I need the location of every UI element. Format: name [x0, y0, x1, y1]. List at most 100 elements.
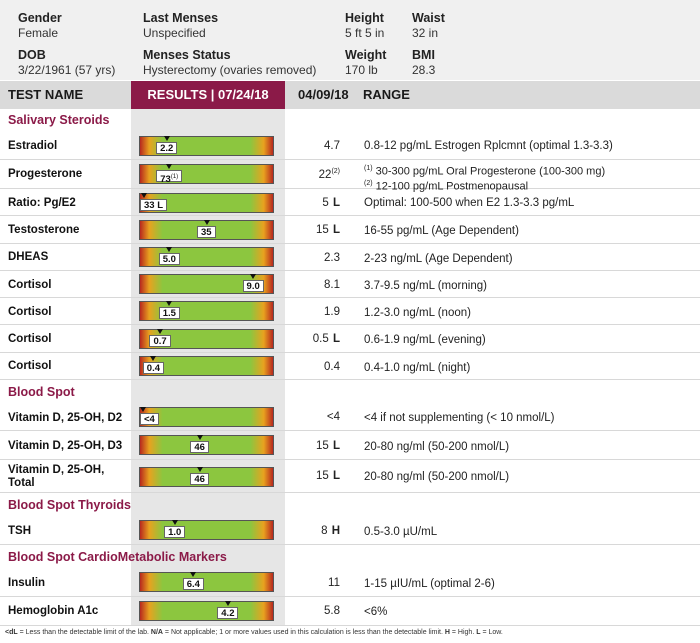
- section-title: Salivary Steroids: [8, 113, 110, 127]
- previous-value: 8 H: [321, 525, 340, 537]
- section-blood-spot-thyroids: Blood Spot Thyroids: [0, 493, 700, 516]
- waist-value: 32 in: [412, 26, 439, 40]
- table-row: Progesterone 73(1) 22(2) (1) 30-300 pg/m…: [0, 160, 700, 193]
- previous-value: 15 L: [315, 470, 340, 482]
- test-name: Estradiol: [8, 140, 58, 152]
- result-value: 4.2: [217, 607, 239, 619]
- gauge-marker: [224, 601, 231, 606]
- reference-range: (1) 30-300 pg/mL Oral Progesterone (100-…: [364, 165, 606, 193]
- result-value: 6.4: [182, 578, 204, 590]
- last-menses-field: Last Menses Unspecified: [143, 11, 218, 40]
- reference-range: 0.8-12 pg/mL Estrogen Rplcmnt (optimal 1…: [364, 140, 613, 152]
- footnote-legend: <dL = Less than the detectable limit of …: [5, 629, 503, 636]
- test-name: Vitamin D, 25-OH, D3: [8, 440, 123, 452]
- previous-date-header: 04/09/18: [298, 87, 349, 102]
- gender-label: Gender: [18, 11, 62, 25]
- test-name: Testosterone: [8, 224, 80, 236]
- bmi-field: BMI 28.3: [412, 48, 435, 77]
- gauge-marker: [196, 435, 203, 440]
- section-blood-spot: Blood Spot: [0, 380, 700, 403]
- test-name: Cortisol: [8, 279, 52, 291]
- previous-value: 0.5 L: [312, 333, 340, 345]
- result-gauge: 46: [139, 467, 274, 487]
- previous-value: 15 L: [315, 440, 340, 452]
- result-gauge: 4.2: [139, 601, 274, 621]
- reference-range: 1.2-3.0 ng/mL (noon): [364, 307, 471, 319]
- gauge-marker: [196, 467, 203, 472]
- reference-range: 0.5-3.0 µU/mL: [364, 526, 438, 538]
- result-gauge: 1.0: [139, 520, 274, 540]
- section-title: Blood Spot CardioMetabolic Markers: [8, 550, 227, 564]
- range-header: RANGE: [363, 87, 410, 102]
- height-value: 5 ft 5 in: [345, 26, 385, 40]
- gauge-marker: [150, 356, 157, 361]
- previous-value: 22(2): [318, 168, 340, 181]
- result-gauge: 33 L: [139, 193, 274, 213]
- result-gauge: 0.4: [139, 356, 274, 376]
- result-value: 1.0: [164, 526, 186, 538]
- result-value: 35: [197, 226, 216, 238]
- result-gauge: 6.4: [139, 572, 274, 592]
- table-row: TSH 1.0 8 H 0.5-3.0 µU/mL: [0, 516, 700, 545]
- reference-range: 2-23 ng/mL (Age Dependent): [364, 253, 513, 265]
- result-value: 5.0: [158, 253, 180, 265]
- table-row: Estradiol 2.2 4.7 0.8-12 pg/mL Estrogen …: [0, 132, 700, 160]
- test-name: Insulin: [8, 577, 46, 589]
- height-field: Height 5 ft 5 in: [345, 11, 384, 40]
- menses-status-field: Menses Status Hysterectomy (ovaries remo…: [143, 48, 316, 77]
- reference-range: 20-80 ng/ml (50-200 nmol/L): [364, 441, 510, 453]
- test-name: Hemoglobin A1c: [8, 605, 99, 617]
- result-gauge: 73(1): [139, 164, 274, 185]
- test-name: Progesterone: [8, 168, 83, 180]
- table-row: Vitamin D, 25-OH, Total 46 15 L 20-80 ng…: [0, 460, 700, 493]
- result-value: 33 L: [140, 199, 168, 211]
- previous-value: 5 L: [322, 197, 340, 209]
- gauge-marker: [166, 247, 173, 252]
- result-gauge: 35: [139, 220, 274, 240]
- results-table-header: TEST NAME RESULTS | 07/24/18 04/09/18 RA…: [0, 81, 700, 109]
- previous-value: 4.7: [324, 140, 340, 152]
- dob-value: 3/22/1961 (57 yrs): [18, 63, 116, 77]
- menses-status-value: Hysterectomy (ovaries removed): [143, 63, 317, 77]
- test-name: Cortisol: [8, 306, 52, 318]
- waist-label: Waist: [412, 11, 445, 25]
- weight-field: Weight 170 lb: [345, 48, 386, 77]
- table-row: Testosterone 35 15 L 16-55 pg/mL (Age De…: [0, 216, 700, 244]
- test-name: Cortisol: [8, 333, 52, 345]
- height-label: Height: [345, 11, 384, 25]
- menses-status-label: Menses Status: [143, 48, 231, 62]
- gauge-marker: [166, 301, 173, 306]
- reference-range: 0.6-1.9 ng/mL (evening): [364, 334, 486, 346]
- patient-info-panel: Gender Female DOB 3/22/1961 (57 yrs) Las…: [0, 0, 700, 80]
- table-row: Vitamin D, 25-OH, D2 <4 <4 <4 if not sup…: [0, 403, 700, 431]
- reference-range: Optimal: 100-500 when E2 1.3-3.3 pg/mL: [364, 197, 575, 209]
- reference-range: <4 if not supplementing (< 10 nmol/L): [364, 412, 555, 424]
- last-menses-value: Unspecified: [143, 26, 206, 40]
- result-gauge: 46: [139, 435, 274, 455]
- previous-value: 15 L: [315, 224, 340, 236]
- previous-value: 11: [328, 577, 340, 589]
- test-name: DHEAS: [8, 251, 49, 263]
- gauge-marker: [156, 329, 163, 334]
- result-value: 73(1): [156, 170, 183, 185]
- gauge-marker: [163, 136, 170, 141]
- result-value: <4: [140, 413, 159, 425]
- table-row: Hemoglobin A1c 4.2 5.8 <6%: [0, 597, 700, 626]
- previous-value: 8.1: [324, 279, 340, 291]
- result-value: 46: [190, 473, 209, 485]
- test-name-header: TEST NAME: [8, 87, 84, 102]
- result-gauge: 0.7: [139, 329, 274, 349]
- section-cardiometabolic-markers: Blood Spot CardioMetabolic Markers: [0, 545, 700, 568]
- gender-field: Gender Female: [18, 11, 62, 40]
- gauge-marker: [166, 164, 173, 169]
- table-row: Insulin 6.4 11 1-15 µIU/mL (optimal 2-6): [0, 568, 700, 597]
- table-row: Cortisol 0.4 0.4 0.4-1.0 ng/mL (night): [0, 353, 700, 380]
- section-salivary-steroids: Salivary Steroids: [0, 109, 700, 132]
- test-name: Cortisol: [8, 360, 52, 372]
- previous-value: <4: [326, 411, 340, 423]
- result-value: 0.7: [149, 335, 171, 347]
- test-name: TSH: [8, 525, 31, 537]
- reference-range: 16-55 pg/mL (Age Dependent): [364, 225, 519, 237]
- table-row: Ratio: Pg/E2 33 L 5 L Optimal: 100-500 w…: [0, 189, 700, 216]
- result-value: 1.5: [158, 307, 180, 319]
